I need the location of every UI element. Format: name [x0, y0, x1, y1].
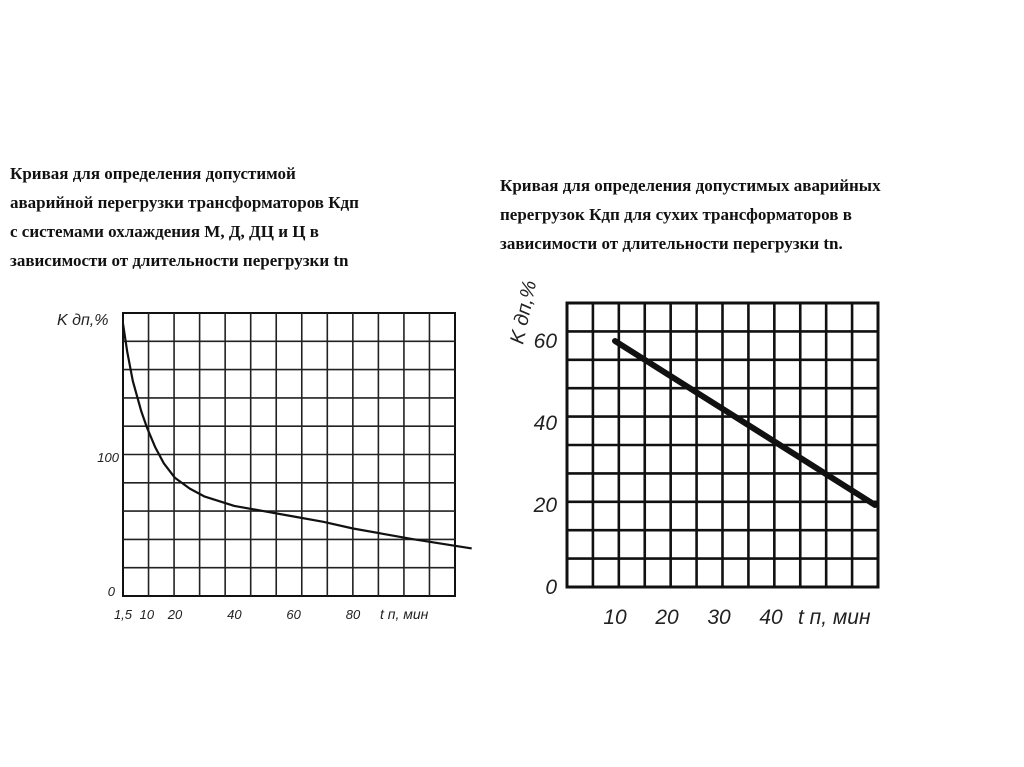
y-tick-label: 0 [108, 584, 116, 599]
y-tick-label: 40 [534, 412, 558, 435]
plot-frame [122, 312, 456, 597]
right-caption-line: зависимости от длительности перегрузки t… [500, 234, 843, 253]
x-tick-label: 10 [140, 607, 155, 622]
left-caption-line: аварийной перегрузки трансформаторов Кдп [10, 193, 359, 212]
x-tick-label: 30 [707, 606, 731, 629]
x-tick-label: 1,5 [114, 607, 133, 622]
y-tick-label: 0 [545, 576, 557, 599]
right-caption-line: перегрузок Кдп для сухих трансформаторов… [500, 205, 852, 224]
x-tick-label: 40 [227, 607, 242, 622]
series-line [121, 323, 472, 550]
left-chart-caption: Кривая для определения допустимой аварий… [10, 159, 359, 275]
left-caption-line: зависимости от длительности перегрузки t… [10, 251, 349, 270]
x-axis-label: t п, мин [798, 606, 871, 629]
x-tick-label: 60 [286, 607, 301, 622]
y-tick-label: 60 [534, 330, 558, 353]
y-tick-label: 100 [97, 450, 119, 465]
left-caption-line: Кривая для определения допустимой [10, 164, 296, 183]
y-axis-label: K дп,% [506, 279, 541, 346]
left-caption-line: с системами охлаждения М, Д, ДЦ и Ц в [10, 222, 319, 241]
plot-frame [565, 301, 880, 589]
x-axis-label: t п, мин [380, 606, 429, 622]
x-tick-label: 20 [167, 607, 183, 622]
x-tick-label: 40 [759, 606, 783, 629]
right-caption-line: Кривая для определения допустимых аварий… [500, 176, 881, 195]
x-tick-label: 80 [346, 607, 361, 622]
right-chart-caption: Кривая для определения допустимых аварий… [500, 171, 881, 258]
series-line [612, 338, 878, 508]
x-tick-label: 20 [654, 606, 679, 629]
y-axis-label: K дп,% [57, 312, 108, 329]
y-tick-label: 20 [533, 494, 558, 517]
x-tick-label: 10 [603, 606, 627, 629]
